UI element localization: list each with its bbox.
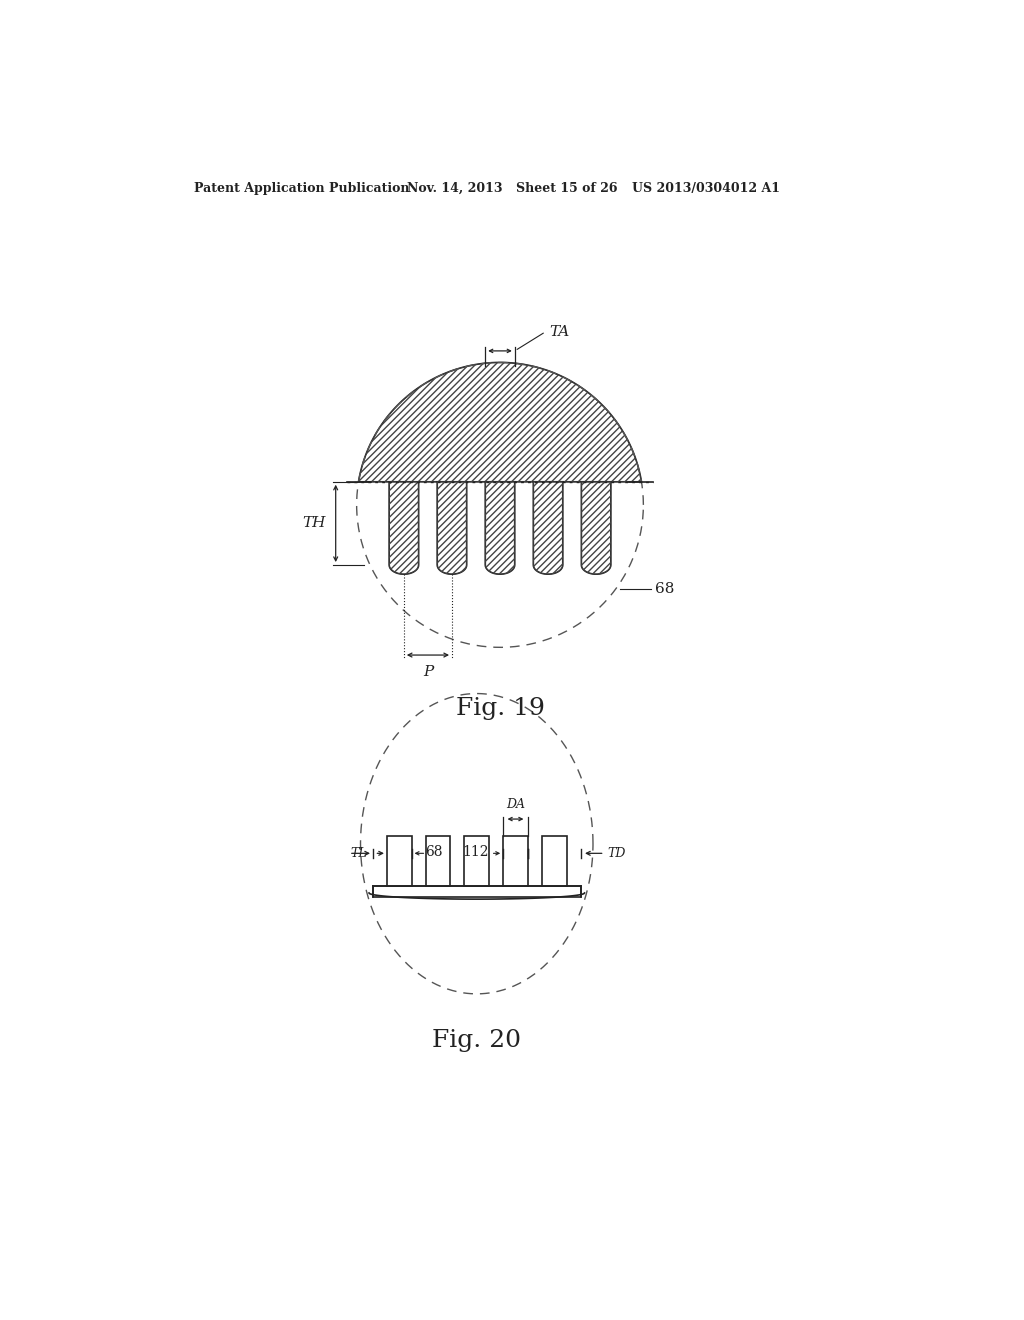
Text: US 2013/0304012 A1: US 2013/0304012 A1 <box>632 182 779 194</box>
Polygon shape <box>534 482 563 574</box>
Bar <box>387 836 412 886</box>
Text: TD: TD <box>607 847 626 859</box>
Polygon shape <box>389 482 419 574</box>
Bar <box>464 836 489 886</box>
Bar <box>542 836 566 886</box>
Text: Nov. 14, 2013: Nov. 14, 2013 <box>407 182 503 194</box>
Bar <box>503 836 528 886</box>
Text: Patent Application Publication: Patent Application Publication <box>194 182 410 194</box>
Text: TH: TH <box>302 516 326 531</box>
Text: P: P <box>423 665 433 678</box>
Text: DA: DA <box>506 799 525 812</box>
Text: Fig. 20: Fig. 20 <box>432 1028 521 1052</box>
Text: TA: TA <box>550 325 569 339</box>
Text: TL: TL <box>350 847 367 859</box>
Polygon shape <box>485 482 515 574</box>
Text: Sheet 15 of 26: Sheet 15 of 26 <box>515 182 617 194</box>
Polygon shape <box>358 363 641 482</box>
Text: Fig. 19: Fig. 19 <box>456 697 545 721</box>
Text: 68: 68 <box>654 582 674 595</box>
Polygon shape <box>437 482 467 574</box>
Text: 68: 68 <box>425 845 442 859</box>
Polygon shape <box>582 482 611 574</box>
Bar <box>373 886 581 896</box>
Text: 112: 112 <box>462 845 488 859</box>
Bar <box>426 836 451 886</box>
